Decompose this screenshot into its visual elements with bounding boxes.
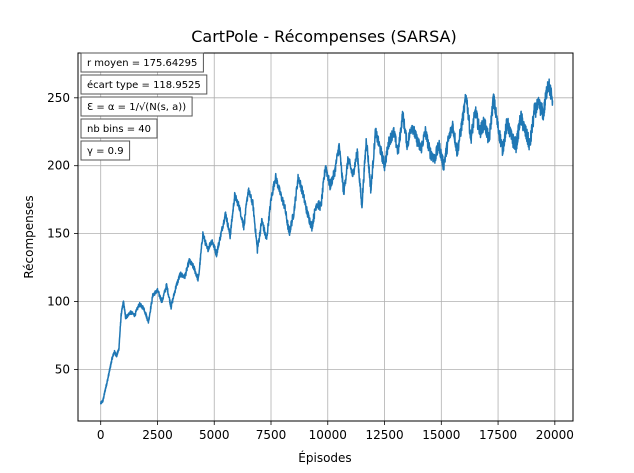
x-tick-label: 17500	[479, 428, 517, 442]
y-axis: 50 100 150 200 250	[47, 91, 78, 376]
annotation-frame	[80, 96, 193, 117]
y-tick-label: 200	[47, 159, 70, 173]
x-axis: 0 2500 5000 7500 10000 12500 15000 17500 20000	[97, 421, 574, 442]
x-tick-label: 7500	[256, 428, 287, 442]
y-tick-label: 150	[47, 227, 70, 241]
annotation-frame	[80, 74, 208, 95]
annotation-text: nb bins = 40	[87, 124, 151, 135]
annotation-text: γ = 0.9	[87, 146, 124, 157]
x-tick-label: 5000	[199, 428, 230, 442]
grid	[78, 53, 573, 421]
x-tick-label: 2500	[142, 428, 173, 442]
stat-annotation-box: γ = 0.9	[80, 140, 131, 161]
x-tick-label: 10000	[309, 428, 347, 442]
y-axis-label: Récompenses	[22, 195, 36, 278]
annotation-frame	[80, 118, 158, 139]
stat-annotation-box: nb bins = 40	[80, 118, 158, 139]
annotation-text: Ɛ = α = 1/√(N(s, a))	[87, 102, 186, 113]
stat-annotation-box: Ɛ = α = 1/√(N(s, a))	[80, 96, 193, 117]
x-axis-label: Épisodes	[298, 450, 351, 465]
stat-annotation-box: écart type = 118.9525	[80, 74, 208, 95]
x-tick-label: 20000	[536, 428, 574, 442]
stats-annotations: r moyen = 175.64295 écart type = 118.9525…	[80, 52, 208, 161]
y-tick-label: 50	[55, 362, 70, 376]
y-tick-label: 100	[47, 295, 70, 309]
x-tick-label: 15000	[422, 428, 460, 442]
axes-frame	[77, 52, 574, 422]
y-tick-label: 250	[47, 91, 70, 105]
annotation-text: r moyen = 175.64295	[87, 58, 197, 69]
x-tick-label: 0	[97, 428, 105, 442]
x-tick-label: 12500	[365, 428, 403, 442]
stat-annotation-box: r moyen = 175.64295	[80, 52, 204, 73]
annotation-text: écart type = 118.9525	[87, 79, 201, 91]
reward-series-line	[99, 78, 554, 405]
chart-title: CartPole - Récompenses (SARSA)	[191, 27, 456, 46]
plot-area	[99, 78, 554, 405]
annotation-frame	[80, 140, 131, 161]
annotation-frame	[80, 52, 204, 73]
